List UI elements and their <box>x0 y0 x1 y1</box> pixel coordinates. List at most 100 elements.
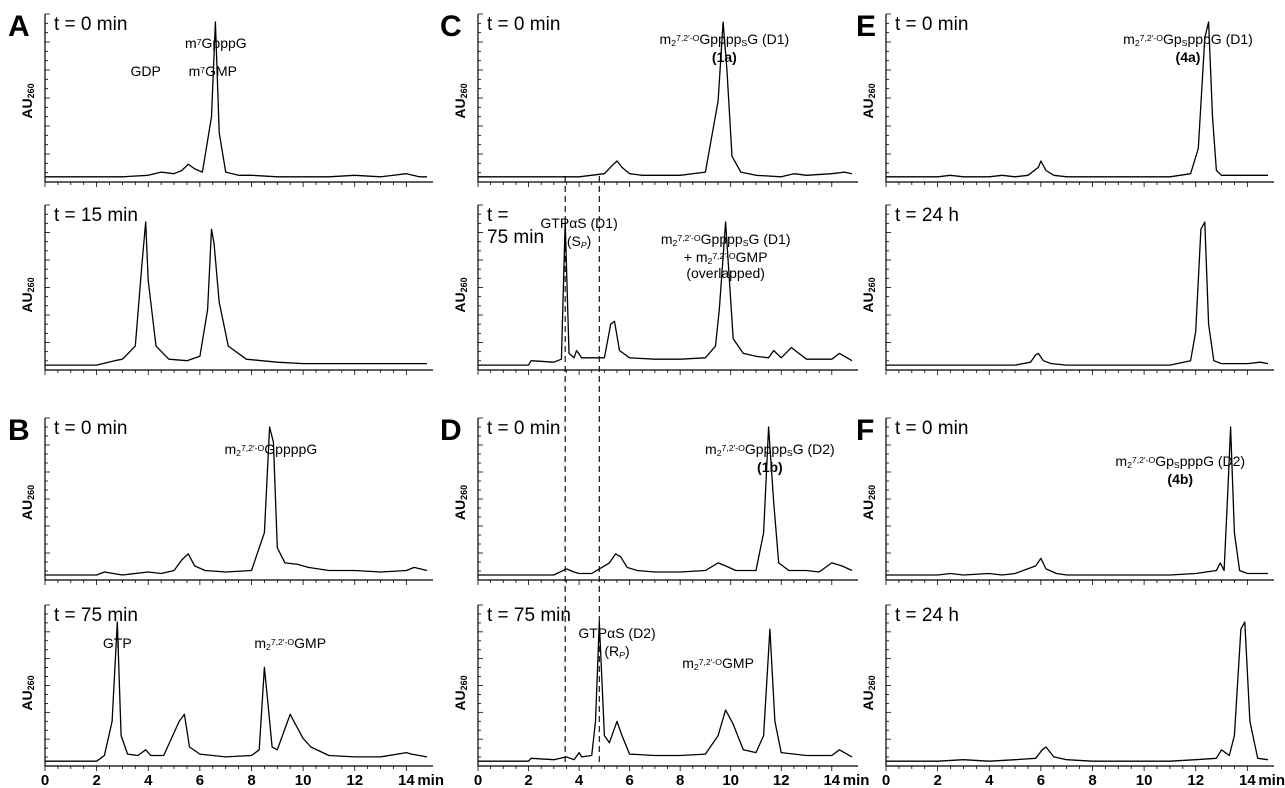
peak-label: GDP <box>130 63 160 79</box>
y-axis-label-sub: 260 <box>459 277 469 292</box>
peak-label: (RP) <box>604 643 629 660</box>
peak-label-part: 7,2′-O <box>712 251 736 261</box>
x-tick-label: 6 <box>625 772 633 788</box>
peak-label-part: (1b) <box>757 459 783 475</box>
y-axis-label-sub: 260 <box>459 83 469 98</box>
y-axis-label-main: AU <box>452 690 468 710</box>
peak-label-part: Gpppp <box>699 31 741 47</box>
peak-label-part: P <box>581 240 587 250</box>
peak-label: m27,2′-OGpSpppG (D1) <box>1123 31 1253 48</box>
peak-label-part: α <box>569 215 577 231</box>
peak-label-part: GTP <box>540 215 569 231</box>
x-tick-label: 12 <box>1187 772 1204 788</box>
chromatogram-trace <box>886 426 1268 576</box>
peak-label-part: (S <box>567 233 581 249</box>
peak-label-part: Gpppp <box>701 231 743 247</box>
peak-label-part: GTP <box>578 625 607 641</box>
y-axis-label-main: AU <box>860 690 876 710</box>
x-tick-label: 2 <box>933 772 941 788</box>
peak-label-part: m <box>660 31 672 47</box>
y-axis-label: AU260 <box>19 277 36 312</box>
chromatogram-trace <box>478 621 853 762</box>
peak-label-part: (R <box>604 643 619 659</box>
peak-label-part: GpppG <box>202 35 247 51</box>
chromatogram-trace <box>886 21 1268 178</box>
peak-label-part: GMP <box>205 63 237 79</box>
y-axis-label-sub: 260 <box>459 675 469 690</box>
x-tick-label: 6 <box>1037 772 1045 788</box>
y-axis-label: AU260 <box>452 675 469 710</box>
chromatogram-trace <box>478 426 853 576</box>
x-tick-label: 12 <box>773 772 790 788</box>
peak-label: (SP) <box>567 233 591 250</box>
y-axis-label-sub: 260 <box>26 83 36 98</box>
peak-label-part: S <box>743 238 749 248</box>
chromatogram-panel: AU260 B t = 0 min m27,2′-OGppppG <box>8 414 433 585</box>
x-tick-label: 12 <box>346 772 363 788</box>
peak-label-part: (1a) <box>712 49 737 65</box>
peak-label-part: G (D1) <box>747 31 789 47</box>
peak-label-part: 7,2′-O <box>699 657 723 667</box>
peak-label-part: 2 <box>671 38 676 48</box>
x-tick-label: 8 <box>247 772 255 788</box>
peak-label-part: 2 <box>1135 38 1140 48</box>
peak-label-part: m <box>1123 31 1135 47</box>
x-tick-label: 0 <box>882 772 890 788</box>
y-axis-label-main: AU <box>452 500 468 520</box>
time-label: t = 0 min <box>487 418 560 439</box>
peak-label-part: GMP <box>294 635 326 651</box>
time-label: t = 24 h <box>895 205 959 226</box>
peak-label-part: GMP <box>736 249 768 265</box>
x-tick-label: 8 <box>676 772 684 788</box>
time-label: t = 0 min <box>54 14 127 35</box>
peak-label-part: S (D2) <box>615 625 655 641</box>
peak-label: m27,2′-OGppppG <box>224 441 317 458</box>
peak-label: (4a) <box>1176 49 1201 65</box>
peak-label-part: G (D2) <box>793 441 835 457</box>
x-tick-label: 4 <box>985 772 994 788</box>
peak-label: GTPαS (D1) <box>540 215 617 231</box>
peak-label-part: m <box>189 63 201 79</box>
y-axis-label: AU260 <box>452 277 469 312</box>
y-axis-label-sub: 260 <box>867 83 877 98</box>
x-tick-label: 8 <box>1088 772 1096 788</box>
peak-label: + m27,2′-OGMP <box>684 249 768 266</box>
y-axis-label: AU260 <box>860 83 877 118</box>
peak-label: m27,2′-OGppppSG (D1) <box>661 231 791 248</box>
y-axis-label: AU260 <box>19 83 36 118</box>
y-axis-label-sub: 260 <box>26 277 36 292</box>
time-label: t = 0 min <box>487 14 560 35</box>
peak-label-part: 2 <box>717 448 722 458</box>
peak-label: GTP <box>103 635 132 651</box>
y-axis-label: AU260 <box>860 485 877 520</box>
x-axis-unit: min <box>417 772 444 788</box>
x-tick-label: 0 <box>474 772 482 788</box>
x-tick-label: 0 <box>41 772 49 788</box>
peak-label: m27,2′-OGppppSG (D1) <box>660 31 790 48</box>
peak-label-part: α <box>607 625 615 641</box>
x-tick-label: 2 <box>524 772 532 788</box>
peak-label-part: Gp <box>1163 31 1182 47</box>
time-label: t = 24 h <box>895 605 959 626</box>
y-axis-label-sub: 260 <box>867 485 877 500</box>
y-axis-label: AU260 <box>19 485 36 520</box>
peak-label-part: GppppG <box>264 441 317 457</box>
chromatogram-trace <box>478 21 853 178</box>
peak-label-part: (4b) <box>1167 471 1193 487</box>
chromatogram-trace <box>478 221 853 366</box>
peak-label-part: 2 <box>1127 460 1132 470</box>
panel-letter: C <box>440 10 462 43</box>
y-axis-label-main: AU <box>19 98 35 118</box>
y-axis-label-sub: 260 <box>26 485 36 500</box>
x-tick-label: 14 <box>823 772 840 788</box>
chromatogram-trace <box>45 221 427 366</box>
time-label: t = 75 min <box>487 605 571 626</box>
peak-label-part: pppG (D1) <box>1187 31 1252 47</box>
chromatogram-panel: AU260 t = 24 h 0 2 4 6 8 10 12 14 min <box>860 604 1285 788</box>
peak-label-part: P <box>619 650 625 660</box>
y-axis-label-sub: 260 <box>867 675 877 690</box>
peak-label-part: (4a) <box>1176 49 1201 65</box>
